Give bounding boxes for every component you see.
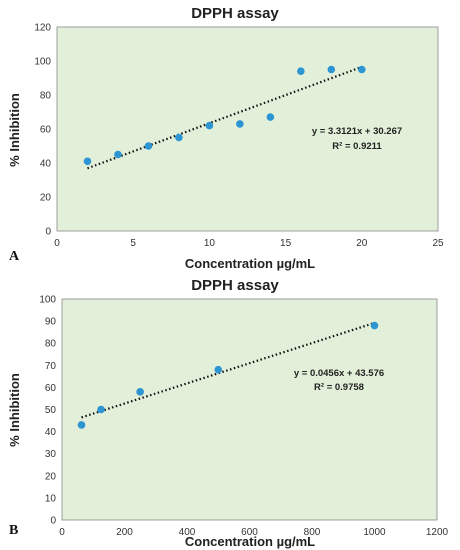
plot-area: [61, 298, 438, 521]
x-tick-label: 200: [116, 527, 133, 538]
data-point: [83, 157, 92, 166]
y-tick-label: 80: [45, 339, 57, 350]
y-axis-label: % Inhibition: [7, 93, 22, 167]
y-tick-label: 80: [40, 91, 52, 102]
y-tick-label: 50: [45, 405, 57, 416]
chart-panel-b: DPPH assay 0 10 20 30 40 50 60 70 80 90 100 0 200 40…: [7, 277, 449, 549]
y-tick-label: 0: [45, 227, 51, 238]
y-tick-label: 70: [45, 361, 57, 372]
plot-area: [56, 26, 439, 232]
panel-letter: A: [9, 249, 20, 264]
data-point: [266, 113, 275, 121]
data-point: [175, 133, 183, 142]
y-tick-label: 60: [40, 125, 52, 136]
x-tick-label: 1000: [363, 527, 386, 538]
y-tick-label: 100: [39, 295, 56, 306]
data-point: [97, 405, 105, 414]
data-point: [136, 388, 144, 396]
y-tick-label: 40: [45, 427, 57, 438]
data-point: [144, 142, 153, 150]
y-tick-label: 120: [34, 23, 51, 34]
data-point: [236, 120, 244, 128]
y-tick-label: 100: [34, 57, 51, 68]
data-point: [297, 67, 305, 75]
x-tick-label: 1200: [426, 527, 449, 538]
x-tick-label: 20: [356, 238, 368, 249]
x-tick-label: 15: [280, 238, 292, 249]
y-tick-label: 10: [45, 493, 57, 504]
x-axis-label: Concentration µg/mL: [185, 256, 315, 271]
r-squared-label: R² = 0.9758: [314, 382, 364, 393]
y-axis-label: % Inhibition: [7, 373, 22, 447]
y-tick-label: 60: [45, 383, 57, 394]
y-tick-label: 0: [50, 516, 56, 527]
panel-letter: B: [9, 523, 18, 538]
x-tick-label: 10: [204, 238, 216, 249]
x-tick-label: 600: [241, 527, 258, 538]
x-tick-label: 800: [304, 527, 321, 538]
y-tick-label: 40: [40, 159, 52, 170]
data-point: [214, 365, 223, 374]
x-tick-label: 0: [59, 527, 65, 538]
data-point: [327, 65, 336, 74]
chart-title: DPPH assay: [191, 5, 279, 22]
data-point: [205, 121, 214, 130]
y-tick-label: 90: [45, 317, 57, 328]
trendline-equation: y = 0.0456x + 43.576: [294, 368, 384, 379]
chart-title: DPPH assay: [191, 277, 279, 294]
y-tick-label: 20: [45, 471, 57, 482]
data-point: [77, 421, 86, 429]
trendline: [81, 321, 375, 419]
chart-panel-a: DPPH assay 0 20 40 60 80 100 120 0 5 10 15 20 25 y …: [7, 5, 444, 271]
x-tick-label: 25: [432, 238, 444, 249]
data-point: [370, 321, 379, 330]
data-point: [114, 150, 122, 159]
x-tick-label: 0: [54, 238, 60, 249]
x-tick-label: 400: [179, 527, 196, 538]
trendline-equation: y = 3.3121x + 30.267: [312, 126, 402, 137]
y-tick-label: 30: [45, 449, 57, 460]
r-squared-label: R² = 0.9211: [332, 141, 382, 152]
x-axis-label: Concentration µg/mL: [185, 534, 315, 549]
trendline: [87, 65, 363, 170]
data-point: [358, 65, 366, 74]
y-tick-label: 20: [40, 193, 52, 204]
x-tick-label: 5: [130, 238, 136, 249]
